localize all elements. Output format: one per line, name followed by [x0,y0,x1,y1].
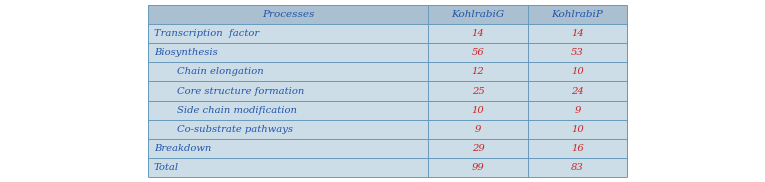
Text: 10: 10 [571,124,584,134]
Text: 24: 24 [571,86,584,96]
Bar [148,24,627,43]
Text: 9: 9 [475,124,481,134]
Text: Biosynthesis: Biosynthesis [154,48,217,58]
Text: Breakdown: Breakdown [154,144,211,153]
Bar [148,158,627,177]
Text: 12: 12 [472,68,484,76]
Bar [148,5,627,24]
Bar [148,82,627,100]
Bar [148,62,627,82]
Text: 10: 10 [472,106,484,114]
Text: 83: 83 [571,163,584,172]
Text: 14: 14 [472,29,484,38]
Text: Side chain modification: Side chain modification [177,106,297,114]
Text: Core structure formation: Core structure formation [177,86,304,96]
Bar [148,43,627,62]
Text: 14: 14 [571,29,584,38]
Text: Chain elongation: Chain elongation [177,68,263,76]
Text: 56: 56 [472,48,484,58]
Text: Total: Total [154,163,179,172]
Bar [148,120,627,139]
Text: Co-substrate pathways: Co-substrate pathways [177,124,293,134]
Text: 99: 99 [472,163,484,172]
Text: Processes: Processes [262,10,314,19]
Bar [148,100,627,120]
Text: 25: 25 [472,86,484,96]
Bar [148,139,627,158]
Text: 10: 10 [571,68,584,76]
Text: 9: 9 [575,106,581,114]
Text: 53: 53 [571,48,584,58]
Text: 29: 29 [472,144,484,153]
Text: KohlrabiG: KohlrabiG [451,10,505,19]
Text: 16: 16 [571,144,584,153]
Text: KohlrabiP: KohlrabiP [552,10,604,19]
Text: Transcription  factor: Transcription factor [154,29,259,38]
